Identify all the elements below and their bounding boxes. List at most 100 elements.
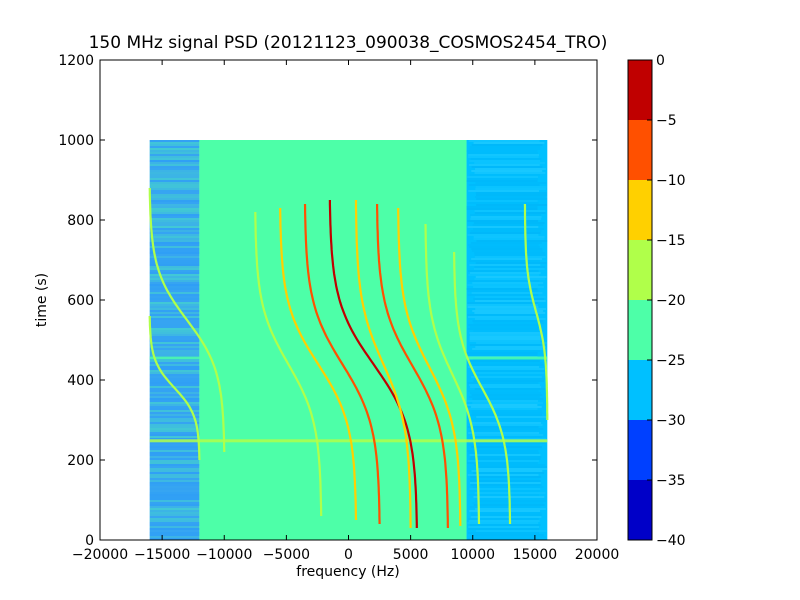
noise-row [149,238,200,240]
noise-row [149,404,200,406]
noise-row [468,478,540,480]
noise-row [470,406,542,408]
noise-row [149,196,200,198]
signal-trace-9 [424,223,481,525]
noise-row [149,520,200,522]
chart-title: 150 MHz signal PSD (20121123_090038_COSM… [89,33,608,53]
noise-row [149,280,200,282]
noise-row [149,274,200,276]
x-tick-label: −20000 [72,547,128,563]
x-tick-label: 10000 [450,547,495,563]
noise-row [471,362,543,364]
colorbar-segment [628,480,652,540]
noise-row [149,330,200,332]
noise-row [149,500,200,502]
noise-row [149,502,200,504]
noise-row [149,202,200,204]
colorbar-segment [628,420,652,480]
noise-row [149,336,200,338]
noise-row [475,182,547,184]
noise-row [468,202,539,204]
y-tick-label: 200 [67,453,94,469]
noise-row [149,478,200,480]
noise-row [149,198,200,200]
noise-row [149,254,200,256]
noise-row [468,246,540,248]
noise-row [149,536,200,538]
noise-row [473,380,545,382]
noise-row [149,498,200,500]
noise-row [149,268,200,270]
noise-row [149,442,200,444]
noise-row [467,328,539,330]
colorbar-tick-label: −5 [656,113,677,129]
noise-row [149,436,200,438]
noise-row [469,340,541,342]
colorbar: −40 −35 −30 −25 −20 −15 −10 −5 0 [627,53,686,549]
noise-row [469,506,541,508]
y-tick-label: 400 [67,373,94,389]
noise-row [149,350,200,352]
noise-row [149,188,200,190]
horizontal-band-1 [149,356,548,360]
noise-row [469,148,541,150]
noise-row [474,312,546,314]
noise-row [469,344,541,346]
noise-row [475,186,547,188]
noise-row [476,466,548,468]
noise-row [472,282,544,284]
noise-row [149,322,200,324]
noise-row [467,522,539,524]
noise-row [466,208,538,210]
noise-row [149,444,200,446]
colorbar-segment [628,360,652,420]
noise-row [470,480,541,482]
noise-row [149,522,200,524]
noise-row [468,274,540,276]
noise-row [474,210,546,212]
signal-trace-1 [148,316,201,460]
noise-row [149,242,200,244]
noise-row [149,370,200,372]
noise-row [467,316,539,318]
noise-row [469,334,541,336]
noise-row [149,258,200,260]
noise-row [471,166,543,168]
noise-row [149,468,200,470]
noise-row [149,470,200,472]
noise-row [468,452,540,454]
y-tick-label: 1000 [58,133,94,149]
noise-row [149,250,200,252]
noise-row [149,146,200,148]
noise-row [470,422,542,424]
noise-row [149,256,200,258]
noise-row [149,496,200,498]
colorbar-tick-label: 0 [656,53,665,69]
noise-row [467,462,538,464]
x-tick-label: 15000 [513,547,558,563]
signal-trace-3 [279,208,358,521]
plot-area: −20000 −15000 −10000 −5000 0 5000 10000 15000 20… [58,53,619,563]
noise-row [149,454,200,456]
noise-row [149,488,200,490]
noise-row [472,348,543,350]
noise-row [474,256,546,258]
noise-row [149,182,200,184]
x-axis-ticks: −20000 −15000 −10000 −5000 0 5000 10000 15000 20… [72,60,619,563]
noise-row [473,142,545,144]
noise-row [467,178,539,180]
noise-row [149,412,200,414]
noise-row [468,164,540,166]
noise-row [149,380,200,382]
noise-row [149,348,200,350]
noise-row [149,382,200,384]
noise-row [473,330,545,332]
noise-row [149,194,200,196]
noise-row [470,216,542,218]
signal-trace-10 [453,251,512,524]
noise-row [149,272,200,274]
noise-row [149,304,200,306]
noise-row [470,218,542,220]
noise-row [149,148,200,150]
noise-row [474,162,546,164]
